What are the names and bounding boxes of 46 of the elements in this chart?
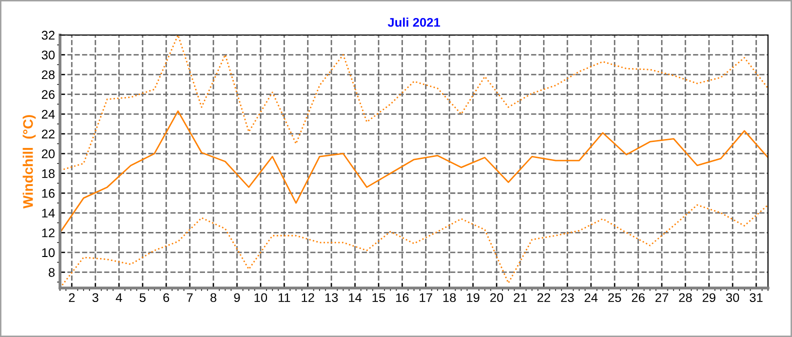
x-tick-label: 11	[278, 293, 290, 302]
x-tick-label: 19	[467, 293, 480, 302]
x-tick-label: 16	[396, 293, 409, 302]
x-tick-label: 8	[210, 293, 216, 302]
y-tick-label: 16	[42, 188, 55, 198]
x-tick-label: 31	[750, 293, 763, 302]
x-tick-label: 20	[490, 293, 504, 302]
x-tick-label: 3	[92, 293, 98, 302]
x-tick-label: 26	[632, 293, 645, 302]
x-tick-label: 2	[68, 293, 75, 302]
y-tick-label: 26	[42, 90, 55, 99]
x-tick-label: 9	[234, 293, 240, 302]
y-axis-title: Windchill (°C)	[22, 115, 36, 209]
x-tick-label: 10	[254, 293, 268, 302]
y-tick-label: 10	[42, 248, 55, 258]
y-tick-label: 12	[42, 228, 55, 238]
chart-title: Juli 2021	[388, 18, 440, 27]
x-tick-label: 30	[726, 293, 740, 302]
y-tick-label: 20	[42, 149, 55, 158]
x-tick-label: 7	[186, 293, 193, 302]
y-tick-label: 14	[42, 208, 55, 218]
y-tick-label: 28	[42, 70, 55, 80]
x-tick-label: 13	[325, 293, 338, 302]
y-tick-label: 32	[42, 30, 55, 40]
x-tick-label: 24	[584, 293, 598, 302]
y-tick-label: 8	[48, 268, 55, 277]
x-tick-label: 12	[302, 293, 314, 302]
x-tick-label: 15	[372, 293, 386, 302]
x-tick-label: 28	[679, 293, 692, 302]
x-tick-label: 6	[163, 293, 170, 302]
x-tick-label: 5	[140, 293, 146, 302]
x-tick-label: 14	[349, 293, 362, 302]
line-series	[60, 110, 768, 234]
x-tick-label: 23	[561, 293, 574, 302]
x-tick-label: 27	[655, 293, 668, 302]
x-tick-label: 18	[443, 293, 456, 302]
x-tick-label: 4	[116, 293, 122, 302]
y-tick-label: 24	[42, 110, 55, 119]
x-tick-label: 21	[514, 293, 527, 302]
x-tick-label: 25	[608, 293, 622, 302]
x-tick-label: 17	[420, 293, 432, 302]
y-tick-label: 18	[42, 169, 55, 178]
y-tick-label: 22	[42, 130, 55, 138]
y-tick-label: 30	[42, 50, 55, 60]
x-tick-label: 29	[702, 293, 716, 302]
x-tick-label: 22	[537, 293, 550, 302]
